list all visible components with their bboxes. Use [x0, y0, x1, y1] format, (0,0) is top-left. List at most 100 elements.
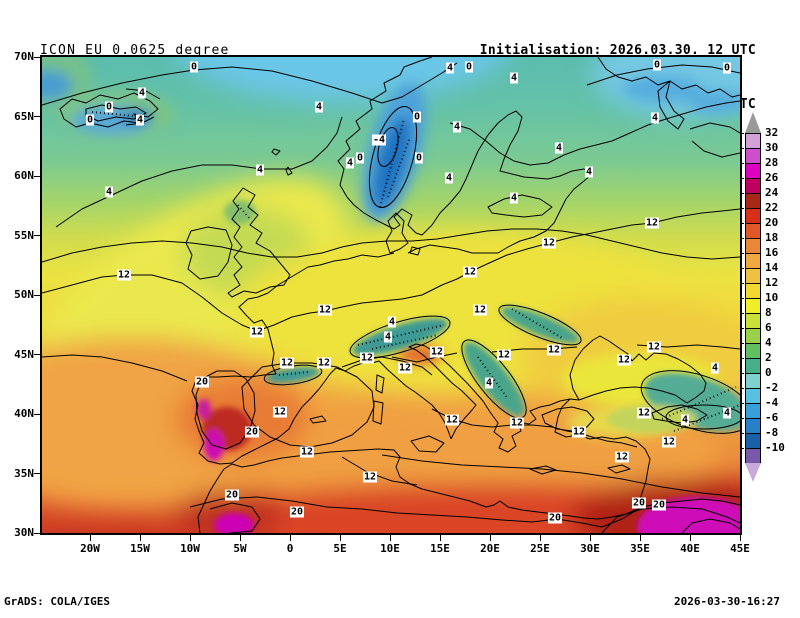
contour-value-label: 12 — [646, 341, 662, 353]
contour-value-label: 4 — [383, 331, 393, 343]
lon-axis-label: 15E — [430, 542, 450, 555]
colorbar-tick — [740, 343, 744, 344]
colorbar-tick — [740, 178, 744, 179]
colorbar-tick — [740, 433, 744, 434]
colorbar-cell — [746, 388, 760, 403]
colorbar-cell — [746, 148, 760, 163]
colorbar-cell — [746, 343, 760, 358]
lon-axis-tick — [290, 535, 291, 541]
colorbar-level-label: 10 — [765, 291, 779, 304]
contour-value-label: 4 — [509, 72, 519, 84]
lon-axis-tick — [640, 535, 641, 541]
colorbar-cell — [746, 448, 760, 463]
contour-value-label: 4 — [104, 186, 114, 198]
contour-value-label: 12 — [249, 326, 265, 338]
lat-axis-tick — [34, 235, 40, 236]
colorbar-level-label: -8 — [765, 426, 779, 439]
grads-credit: GrADS: COLA/IGES — [4, 595, 110, 608]
contour-value-label: 20 — [289, 506, 305, 518]
contour-value-label: 4 — [710, 362, 720, 374]
contour-value-label: 0 — [85, 114, 95, 126]
mountain-speckles — [91, 111, 740, 432]
lon-axis-label: 20W — [80, 542, 100, 555]
lat-axis-tick — [34, 532, 40, 534]
lon-axis-label: 5E — [333, 542, 347, 555]
colorbar-cell — [746, 163, 760, 178]
temperature-field-map — [42, 57, 740, 533]
lon-axis-tick — [540, 535, 541, 541]
contour-value-label: 4 — [650, 112, 660, 124]
lon-axis-tick — [90, 535, 91, 541]
colorbar-level-label: 12 — [765, 276, 779, 289]
lon-axis-tick — [190, 535, 191, 541]
contour-value-label: 4 — [452, 121, 462, 133]
lat-axis-label: 55N — [14, 228, 34, 242]
colorbar-level-label: 24 — [765, 186, 779, 199]
contour-value-label: 12 — [444, 414, 460, 426]
colorbar-cells — [745, 133, 761, 463]
model-title: ICON EU 0.0625 degree — [40, 43, 230, 58]
contour-value-label: 12 — [661, 436, 677, 448]
colorbar-cell — [746, 223, 760, 238]
colorbar-cell — [746, 283, 760, 298]
contour-value-label: 12 — [429, 346, 445, 358]
colorbar-tick — [740, 208, 744, 209]
contour-value-label: 12 — [546, 344, 562, 356]
contour-value-label: 20 — [651, 499, 667, 511]
lon-axis-label: 10E — [380, 542, 400, 555]
contour-value-label: 12 — [616, 354, 632, 366]
colorbar-cell — [746, 238, 760, 253]
contour-value-label: 12 — [299, 446, 315, 458]
lon-axis-tick — [240, 535, 241, 541]
contour-value-label: 12 — [571, 426, 587, 438]
lat-axis-label: 30N — [14, 526, 34, 539]
colorbar — [744, 112, 762, 482]
colorbar-cell — [746, 418, 760, 433]
colorbar-cell — [746, 208, 760, 223]
contour-value-label: 4 — [680, 414, 690, 426]
lat-axis-label: 35N — [14, 466, 34, 480]
colorbar-tick — [740, 283, 744, 284]
creation-timestamp: 2026-03-30-16:27 — [674, 595, 780, 608]
lon-axis-tick — [590, 535, 591, 541]
colorbar-tick — [740, 298, 744, 299]
colorbar-tick — [740, 313, 744, 314]
colorbar-cell — [746, 328, 760, 343]
colorbar-cell — [746, 358, 760, 373]
lon-axis-label: 5W — [233, 542, 247, 555]
colorbar-cell — [746, 298, 760, 313]
lat-axis-tick — [34, 56, 40, 58]
contour-value-label: 4 — [484, 377, 494, 389]
lon-axis-label: 15W — [130, 542, 150, 555]
lon-axis-tick — [340, 535, 341, 541]
contour-value-label: 4 — [722, 407, 732, 419]
contour-value-label: 4 — [255, 164, 265, 176]
colorbar-cell — [746, 253, 760, 268]
colorbar-tick — [740, 358, 744, 359]
contour-value-label: 4 — [584, 166, 594, 178]
contour-value-label: 12 — [116, 269, 132, 281]
contour-value-label: 12 — [279, 357, 295, 369]
colorbar-cell — [746, 433, 760, 448]
contour-value-label: 20 — [631, 497, 647, 509]
lon-axis-tick — [690, 535, 691, 541]
lon-axis-tick — [140, 535, 141, 541]
colorbar-level-label: -10 — [765, 441, 785, 454]
colorbar-tick — [740, 418, 744, 419]
colorbar-level-label: 8 — [765, 306, 772, 319]
lat-axis-tick — [34, 354, 40, 355]
colorbar-cell — [746, 268, 760, 283]
colorbar-level-label: 20 — [765, 216, 779, 229]
lat-axis-label: 45N — [14, 347, 34, 361]
contour-value-label: 4 — [345, 157, 355, 169]
contour-value-label: 0 — [414, 152, 424, 164]
contour-value-label: 12 — [541, 237, 557, 249]
contour-value-label: 4 — [554, 142, 564, 154]
contour-label-layer: 0 4 0 0 4 4 -4 0 4 4 4 12 4 0 4 0 0 0 4 4 0 4 4 4 4 12 12 12 12 12 12 1… — [42, 57, 740, 533]
colorbar-tick — [740, 373, 744, 374]
colorbar-level-label: -2 — [765, 381, 779, 394]
colorbar-level-label: 16 — [765, 246, 779, 259]
lat-axis-tick — [34, 473, 40, 474]
contour-value-label: 0 — [652, 59, 662, 71]
contour-value-label: -4 — [371, 134, 387, 146]
